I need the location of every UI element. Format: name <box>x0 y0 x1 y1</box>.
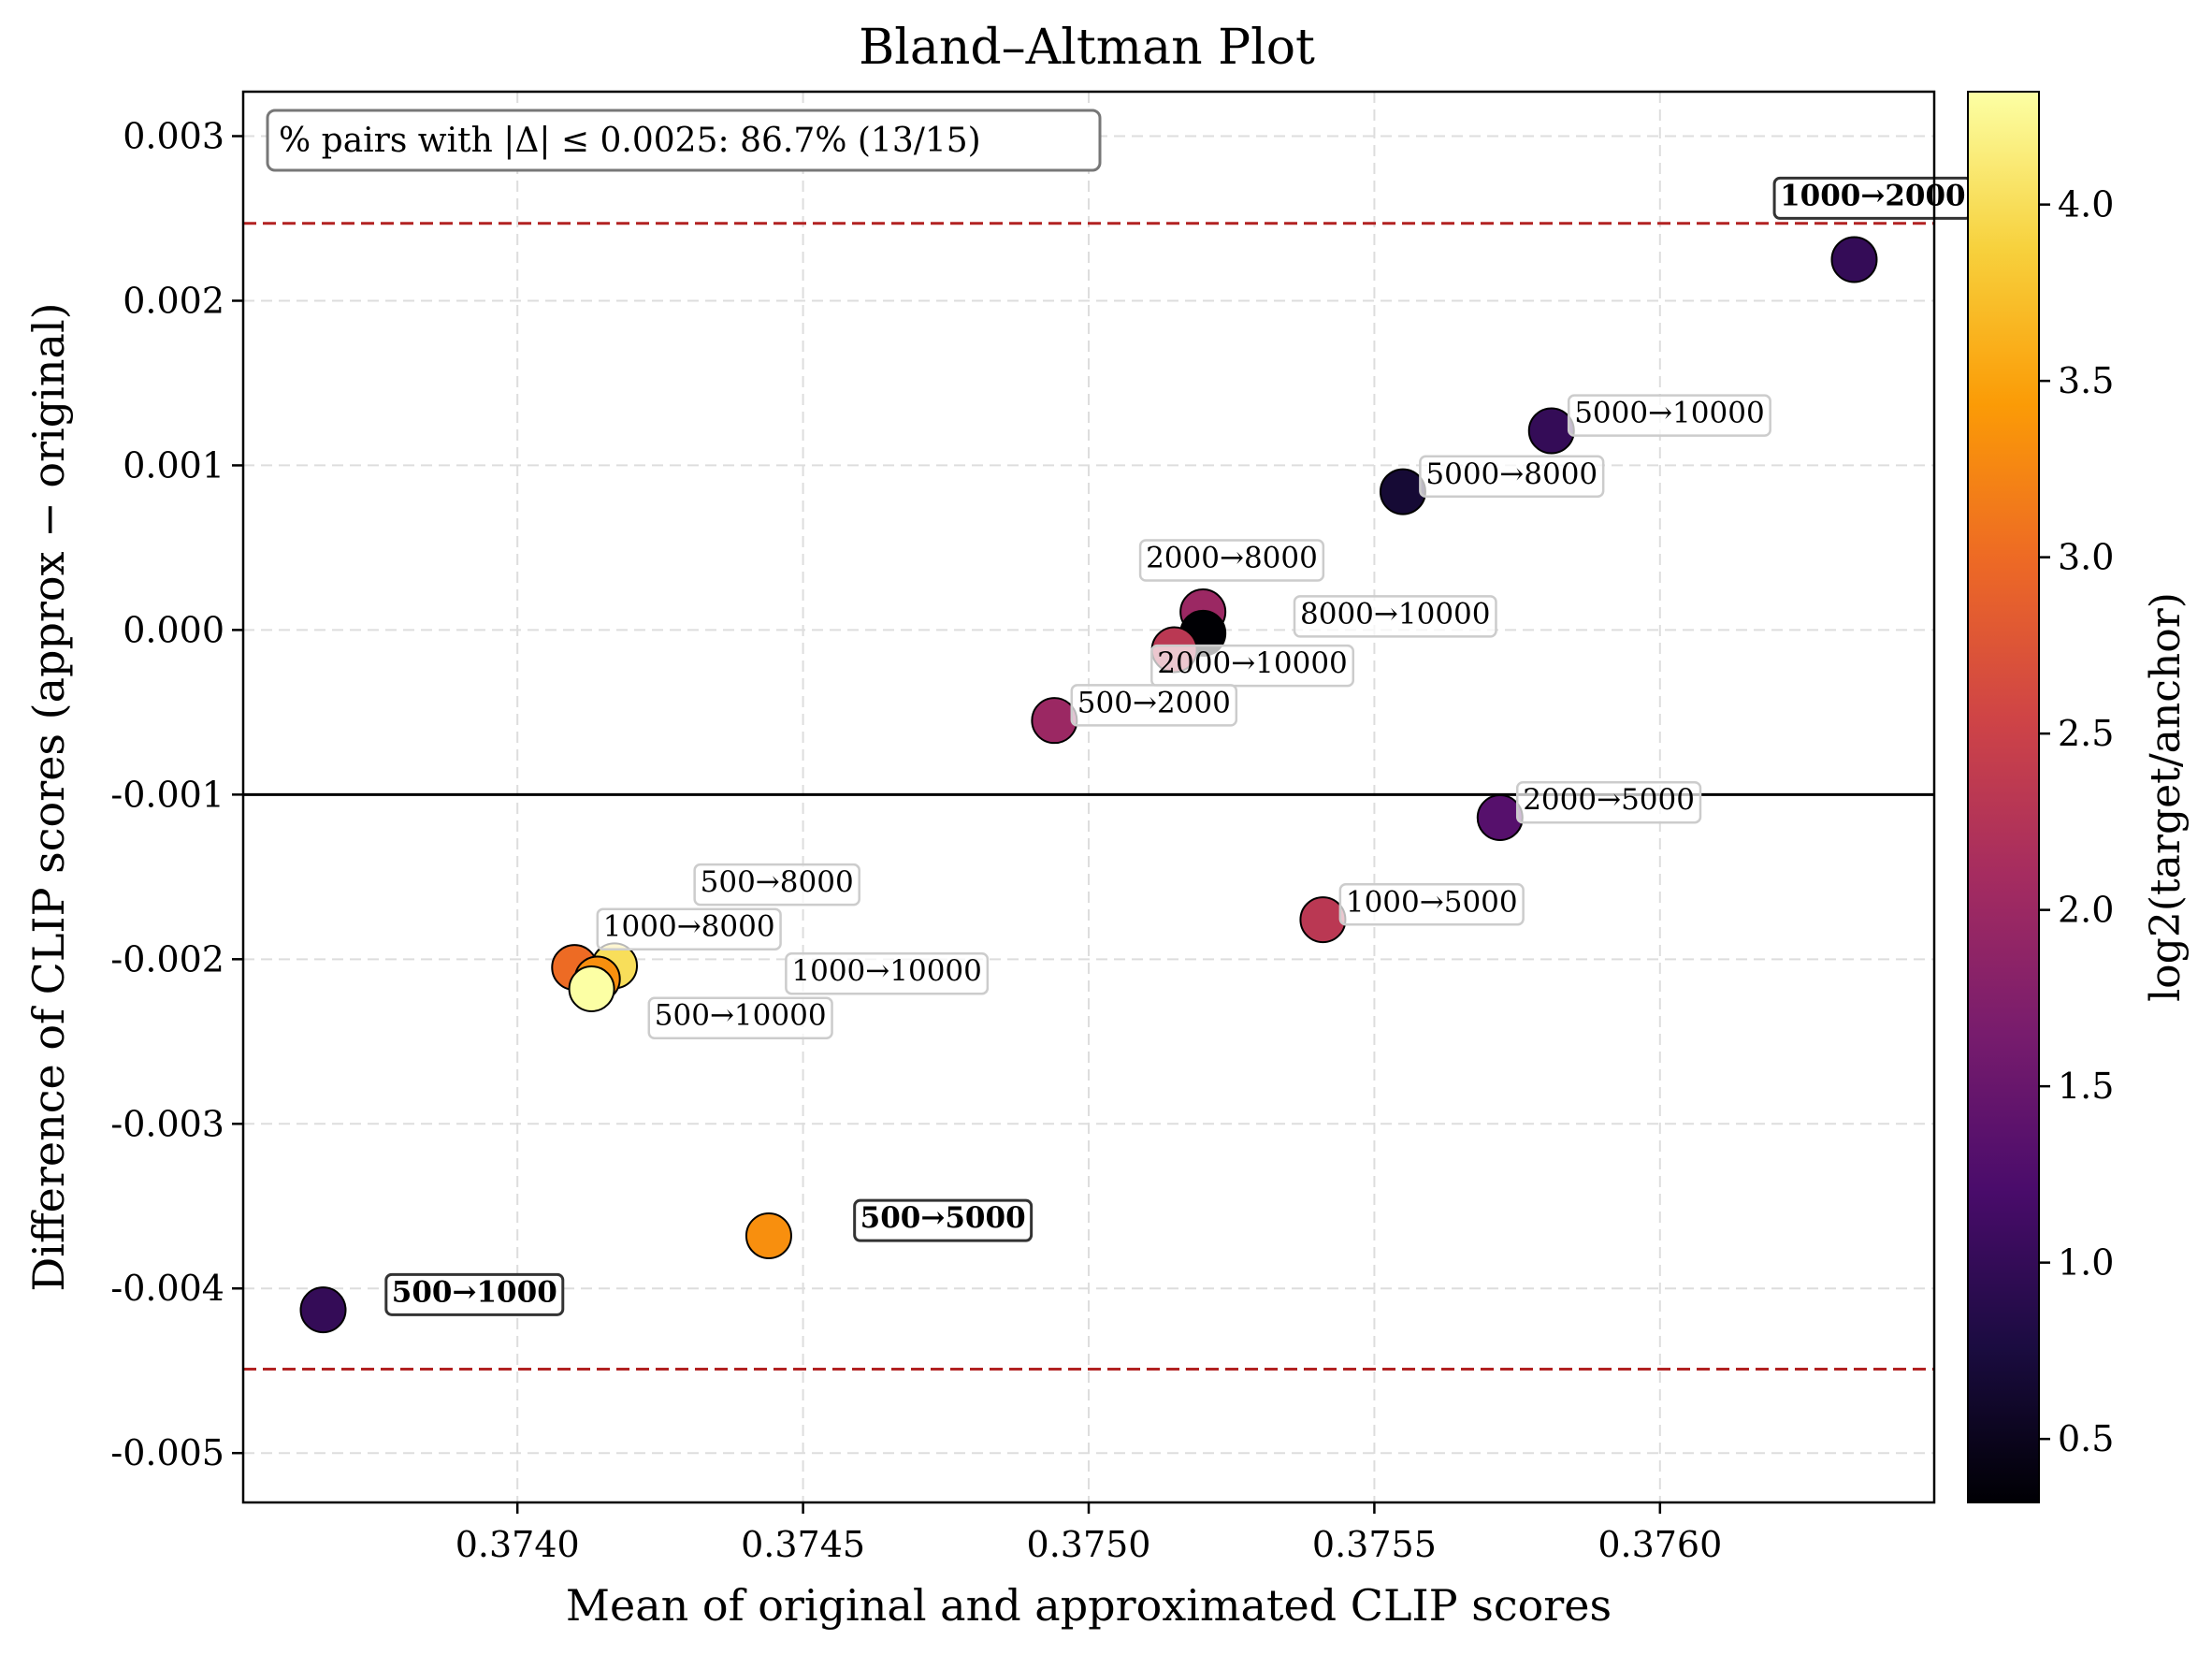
point-label-text: 500→1000 <box>392 1275 557 1309</box>
point-label-text: 500→2000 <box>1077 686 1231 719</box>
x-axis-ticks: 0.3740 0.3745 0.3750 0.3755 0.3760 <box>455 1502 1722 1565</box>
x-tick-label: 0.3745 <box>741 1524 865 1565</box>
point-label-text: 500→8000 <box>701 865 854 899</box>
point-label-text: 5000→8000 <box>1425 457 1598 491</box>
point-label: 1000→10000 <box>785 951 990 995</box>
point-label: 2000→10000 <box>1150 644 1355 688</box>
data-point <box>568 965 615 1012</box>
x-axis-label: Mean of original and approximated CLIP s… <box>566 1580 1612 1631</box>
point-label-box <box>1138 539 1325 582</box>
x-tick-label: 0.3750 <box>1027 1524 1151 1565</box>
data-point <box>1527 407 1575 455</box>
point-label: 500→5000 <box>853 1198 1034 1242</box>
data-point <box>745 1211 792 1259</box>
colorbar-tick-label: 3.5 <box>2058 360 2114 401</box>
colorbar-ticks: 0.5 1.0 1.5 2.0 2.5 3.0 3.5 4.0 <box>2039 184 2114 1459</box>
point-label-box <box>1150 644 1355 688</box>
chart-title: Bland–Altman Plot <box>859 20 1315 76</box>
x-tick-label: 0.3740 <box>455 1524 580 1565</box>
point-label: 500→10000 <box>647 996 833 1039</box>
point-label: 1000→2000 <box>1772 176 1973 220</box>
point-label-box <box>596 907 782 950</box>
point-label: 5000→10000 <box>1567 394 1771 437</box>
data-point <box>299 1286 347 1334</box>
point-label-text: 5000→10000 <box>1574 397 1764 430</box>
point-label-box <box>1070 684 1238 727</box>
y-tick-label: 0.002 <box>123 280 224 321</box>
point-label-box <box>1515 780 1702 824</box>
colorbar-tick-label: 1.5 <box>2058 1066 2114 1107</box>
y-tick-label: 0.001 <box>123 444 224 486</box>
data-point <box>1476 793 1524 841</box>
point-label-box <box>384 1272 565 1316</box>
colorbar-label: log2(target/anchor) <box>2142 592 2190 1002</box>
point-label-text: 1000→10000 <box>791 954 981 988</box>
point-label-box <box>1293 595 1497 638</box>
y-tick-label: -0.002 <box>110 938 224 979</box>
point-label: 1000→5000 <box>1338 883 1525 926</box>
point-label: 1000→8000 <box>596 907 782 950</box>
point-label: 5000→8000 <box>1419 455 1605 499</box>
y-tick-label: 0.000 <box>123 609 224 650</box>
colorbar-gradient <box>1967 91 2040 1503</box>
colorbar-tick-label: 0.5 <box>2058 1418 2114 1459</box>
point-label-box <box>785 951 990 995</box>
point-label: 500→1000 <box>384 1272 565 1316</box>
colorbar-tick-label: 3.0 <box>2058 537 2114 578</box>
colorbar-tick-label: 2.0 <box>2058 890 2114 931</box>
point-label-box <box>647 996 833 1039</box>
point-label-text: 8000→10000 <box>1300 597 1490 631</box>
y-axis-label: Difference of CLIP scores (approx − orig… <box>23 302 74 1291</box>
colorbar-tick-label: 4.0 <box>2058 184 2114 225</box>
point-label-box <box>693 863 860 907</box>
point-label-text: 1000→2000 <box>1780 179 1966 212</box>
y-tick-label: -0.004 <box>110 1268 224 1309</box>
point-label: 500→2000 <box>1070 684 1238 727</box>
point-label: 500→8000 <box>693 863 860 907</box>
y-tick-label: -0.005 <box>110 1432 224 1473</box>
point-label-box <box>1567 394 1771 437</box>
data-point <box>1031 697 1078 745</box>
point-label: 2000→5000 <box>1515 780 1702 824</box>
point-label: 8000→10000 <box>1293 595 1497 638</box>
point-label-text: 2000→10000 <box>1157 646 1347 680</box>
annotation-box: % pairs with |Δ| ≤ 0.0025: 86.7% (13/15) <box>266 109 1102 172</box>
point-label: 2000→8000 <box>1138 539 1325 582</box>
annotation-text: % pairs with |Δ| ≤ 0.0025: 86.7% (13/15) <box>279 122 981 160</box>
point-label-text: 1000→5000 <box>1346 885 1518 919</box>
x-tick-label: 0.3755 <box>1312 1524 1437 1565</box>
x-tick-label: 0.3760 <box>1598 1524 1722 1565</box>
point-label-text: 2000→8000 <box>1146 542 1318 575</box>
point-label-text: 1000→8000 <box>603 910 775 944</box>
y-tick-label: 0.003 <box>123 116 224 157</box>
data-point <box>1299 896 1347 944</box>
data-point <box>1830 236 1878 283</box>
point-label-text: 500→10000 <box>655 999 827 1033</box>
point-labels: 1000→2000 5000→10000 5000→8000 2000→8000 800… <box>384 176 1973 1316</box>
colorbar-tick-label: 1.0 <box>2058 1242 2114 1284</box>
colorbar-tick-label: 2.5 <box>2058 713 2114 754</box>
data-point <box>1379 468 1426 515</box>
data-points <box>299 236 1878 1334</box>
point-label-box <box>853 1198 1034 1242</box>
point-label-text: 500→5000 <box>860 1201 1026 1235</box>
y-tick-label: -0.003 <box>110 1103 224 1144</box>
point-label-box <box>1338 883 1525 926</box>
colorbar: 0.5 1.0 1.5 2.0 2.5 3.0 3.5 4.0 log2(target/anc… <box>1967 91 2190 1503</box>
y-axis-ticks: 0.003 0.002 0.001 0.000 -0.001 -0.002 -0.003 -0… <box>110 116 243 1473</box>
y-tick-label: -0.001 <box>110 774 224 815</box>
point-label-text: 2000→5000 <box>1523 783 1695 817</box>
point-label-box <box>1419 455 1605 499</box>
